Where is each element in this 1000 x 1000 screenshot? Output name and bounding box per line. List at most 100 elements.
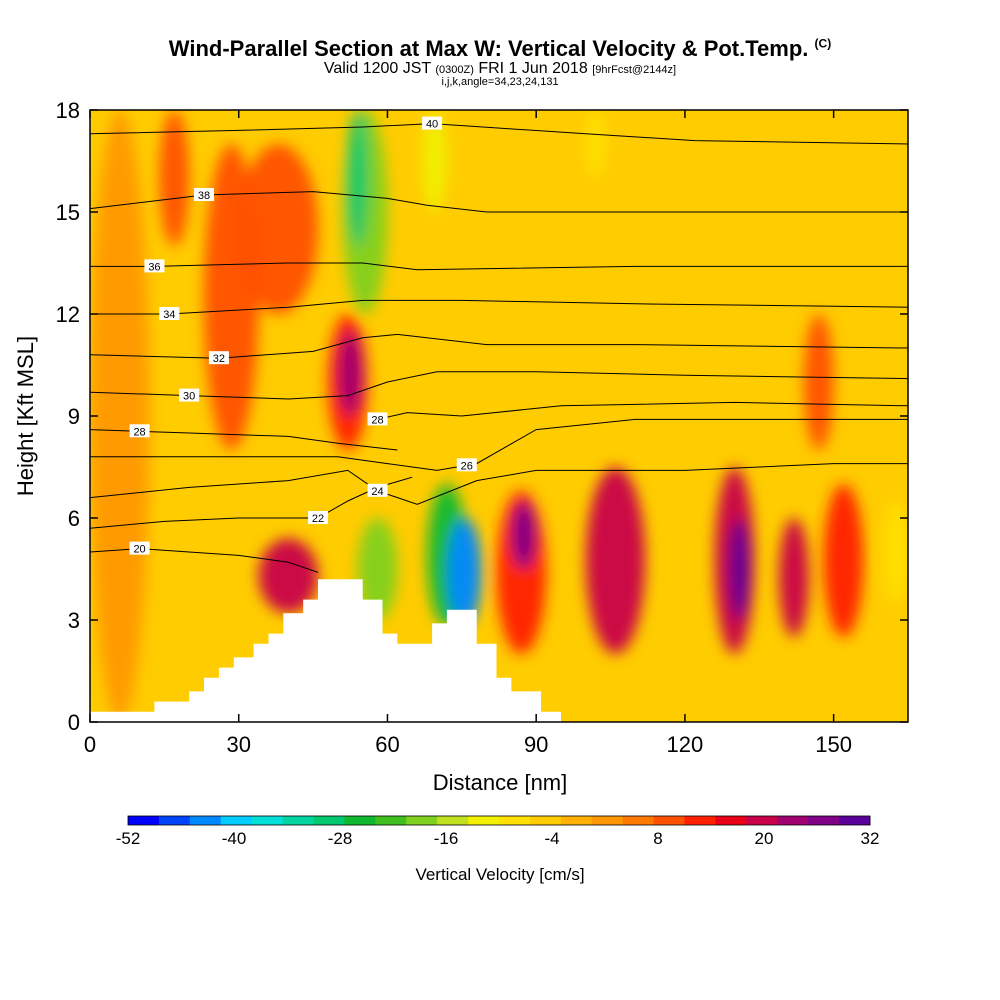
colorbar-tick-6: 20 [755,829,774,848]
velocity-cell-12 [422,110,447,212]
colorbar: -52 -40 -28 -16 -4 8 20 32 [116,815,880,848]
title-mark: (C) [814,36,832,51]
velocity-cell-9 [357,518,398,620]
velocity-cell-8 [347,110,368,246]
isentrope-label-36-9: 36 [144,259,165,273]
isentrope-line-38-10 [90,191,908,213]
svg-text:36: 36 [148,261,160,273]
colorbar-swatch-16 [622,816,655,825]
isentrope-label-40-11: 40 [422,116,443,131]
velocity-cell-15 [585,467,646,654]
colorbar-swatch-11 [468,816,500,825]
velocity-cell-0 [90,110,150,722]
colorbar-swatch-17 [653,816,685,825]
isentrope-line-32-7 [90,333,908,359]
isentrope-label-24-2: 24 [367,483,388,498]
colorbar-swatch-23 [839,816,871,825]
plot-area: 20 22 24 28 26 28 30 32 34 36 38 40 [90,110,908,722]
velocity-cell-20 [883,501,908,603]
x-tick-label-0: 0 [84,732,96,757]
svg-text:34: 34 [163,309,175,321]
svg-text:30: 30 [183,391,195,403]
isentrope-label-28-3: 28 [129,424,150,438]
colorbar-swatch-3 [220,816,253,825]
chart-subtitle-indices: i,j,k,angle=34,23,24,131 [441,76,559,88]
isentrope-label-32-7: 32 [208,351,229,365]
colorbar-swatch-6 [313,816,345,825]
colorbar-label: Vertical Velocity [cm/s] [415,865,584,884]
y-tick-label-9: 9 [68,404,80,429]
terrain [90,579,561,722]
colorbar-swatch-8 [375,816,407,825]
isentrope-line-30-6 [90,371,908,400]
svg-text:28: 28 [371,414,383,426]
colorbar-swatch-15 [591,816,624,825]
colorbar-swatch-14 [560,816,593,825]
x-tick-label-60: 60 [375,732,399,757]
colorbar-swatch-19 [715,816,747,825]
x-tick-label-90: 90 [524,732,548,757]
velocity-cell-1 [159,110,190,246]
colorbar-swatch-12 [499,816,531,825]
svg-text:20: 20 [133,544,145,556]
isentrope-labels: 20 22 24 28 26 28 30 32 34 36 38 40 [129,116,477,556]
colorbar-tick-0: -52 [116,829,141,848]
isentrope-label-20-0: 20 [129,541,150,556]
isentrope-line-24-2 [90,463,908,505]
svg-text:38: 38 [198,190,210,202]
colorbar-frame [127,815,871,826]
velocity-cell-17 [729,518,750,620]
isentrope-label-30-6: 30 [179,388,200,403]
isentrope-label-28-5: 28 [367,412,388,426]
velocity-cell-3 [238,144,319,314]
colorbar-swatch-1 [158,816,191,825]
velocity-cell-6 [337,331,363,416]
x-axis-label: Distance [nm] [433,770,568,795]
velocity-cell-18 [779,518,809,637]
svg-text:32: 32 [213,353,225,365]
y-tick-label-0: 0 [68,710,80,735]
velocity-cell-22 [803,314,834,450]
svg-text:22: 22 [312,513,324,525]
colorbar-swatch-21 [777,816,809,825]
isentrope-label-38-10: 38 [194,188,215,202]
y-tick-label-12: 12 [56,302,80,327]
colorbar-swatch-7 [344,816,376,825]
y-tick-label-3: 3 [68,608,80,633]
colorbar-swatch-2 [189,816,222,825]
colorbar-tick-1: -40 [222,829,247,848]
subtitle-forecast: [9hrFcst@2144z] [592,64,677,76]
colorbar-swatch-18 [684,816,716,825]
velocity-cell-4 [258,538,319,614]
colorbar-swatch-10 [437,816,469,825]
colorbar-swatch-4 [251,816,284,825]
colorbar-tick-2: -28 [328,829,353,848]
subtitle-valid: Valid 1200 JST [323,60,431,77]
svg-text:26: 26 [461,460,473,472]
colorbar-tick-3: -16 [434,829,459,848]
colorbar-tick-5: 8 [653,829,662,848]
x-tick-label-150: 150 [815,732,852,757]
colorbar-tick-7: 32 [861,829,880,848]
colorbar-swatch-22 [808,816,840,825]
svg-text:28: 28 [133,426,145,438]
colorbar-swatch-0 [128,816,160,825]
colorbar-swatch-5 [282,816,314,825]
colorbar-tick-4: -4 [544,829,559,848]
colorbar-swatch-9 [406,816,438,825]
y-tick-label-6: 6 [68,506,80,531]
isentrope-line-28-3 [90,429,398,451]
x-tick-label-120: 120 [667,732,704,757]
subtitle-date: FRI 1 Jun 2018 [478,60,588,77]
subtitle-utc: (0300Z) [435,64,474,76]
x-tick-label-30: 30 [226,732,250,757]
velocity-cell-11 [446,518,482,627]
y-axis-label: Height [Kft MSL] [13,336,38,496]
isentrope-line-26-4 [90,418,908,471]
velocity-cell-19 [823,484,864,637]
y-tick-label-18: 18 [56,98,80,123]
svg-text:24: 24 [371,486,383,498]
chart-title: Wind-Parallel Section at Max W: Vertical… [0,36,1000,62]
y-tick-label-15: 15 [56,200,80,225]
